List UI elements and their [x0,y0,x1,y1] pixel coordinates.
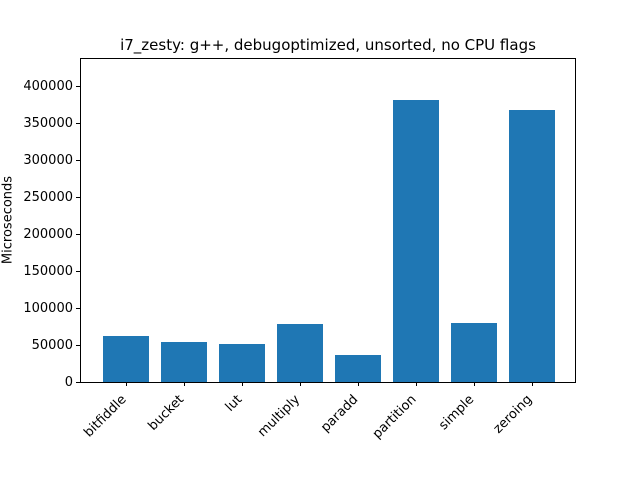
plot-area: 0 50000 100000 150000 200000 250000 300000 3500… [23,58,576,442]
x-tick-label: paradd [318,392,362,436]
x-tick-label: bucket [145,392,188,434]
y-tick-mark [76,85,80,87]
y-tick-label: 200000 [23,226,73,242]
bar-zeroing [509,110,555,382]
x-tick-label: bitfiddle [81,392,130,441]
y-tick-mark [76,381,80,383]
bar-bucket [161,342,207,382]
y-tick-label: 350000 [23,115,73,131]
x-tick-label: simple [436,392,478,434]
x-tick-mark [125,382,127,386]
y-tick-label: 250000 [23,189,73,205]
y-tick-mark [76,307,80,309]
y-tick-label: 50000 [31,337,73,353]
bar-partition [393,100,439,382]
y-tick-mark [76,270,80,272]
x-tick-label: zeroing [490,392,536,437]
x-tick-label: partition [369,392,420,442]
y-axis-label: Microseconds [0,175,16,265]
y-tick-label: 100000 [23,300,73,316]
x-tick-mark [183,382,185,386]
y-tick-label: 150000 [23,263,73,279]
y-tick-mark [76,122,80,124]
bar-lut [219,343,265,382]
x-tick-mark [473,382,475,386]
bar-simple [451,322,497,382]
y-tick-mark [76,233,80,235]
x-tick-mark [241,382,243,386]
y-tick-mark [76,196,80,198]
y-tick-label: 0 [64,374,73,390]
x-tick-mark [357,382,359,386]
bar-bitfiddle [103,336,149,382]
x-tick-mark [299,382,301,386]
bar-paradd [335,355,381,382]
x-tick-mark [531,382,533,386]
y-tick-label: 400000 [23,78,73,94]
x-tick-label: lut [222,392,246,415]
x-tick-label: multiply [255,392,304,441]
y-tick-mark [76,344,80,346]
bar-multiply [277,323,323,382]
y-tick-mark [76,159,80,161]
chart-title: i7_zesty: g++, debugoptimized, unsorted,… [120,36,536,54]
y-tick-label: 300000 [23,152,73,168]
x-tick-mark [415,382,417,386]
